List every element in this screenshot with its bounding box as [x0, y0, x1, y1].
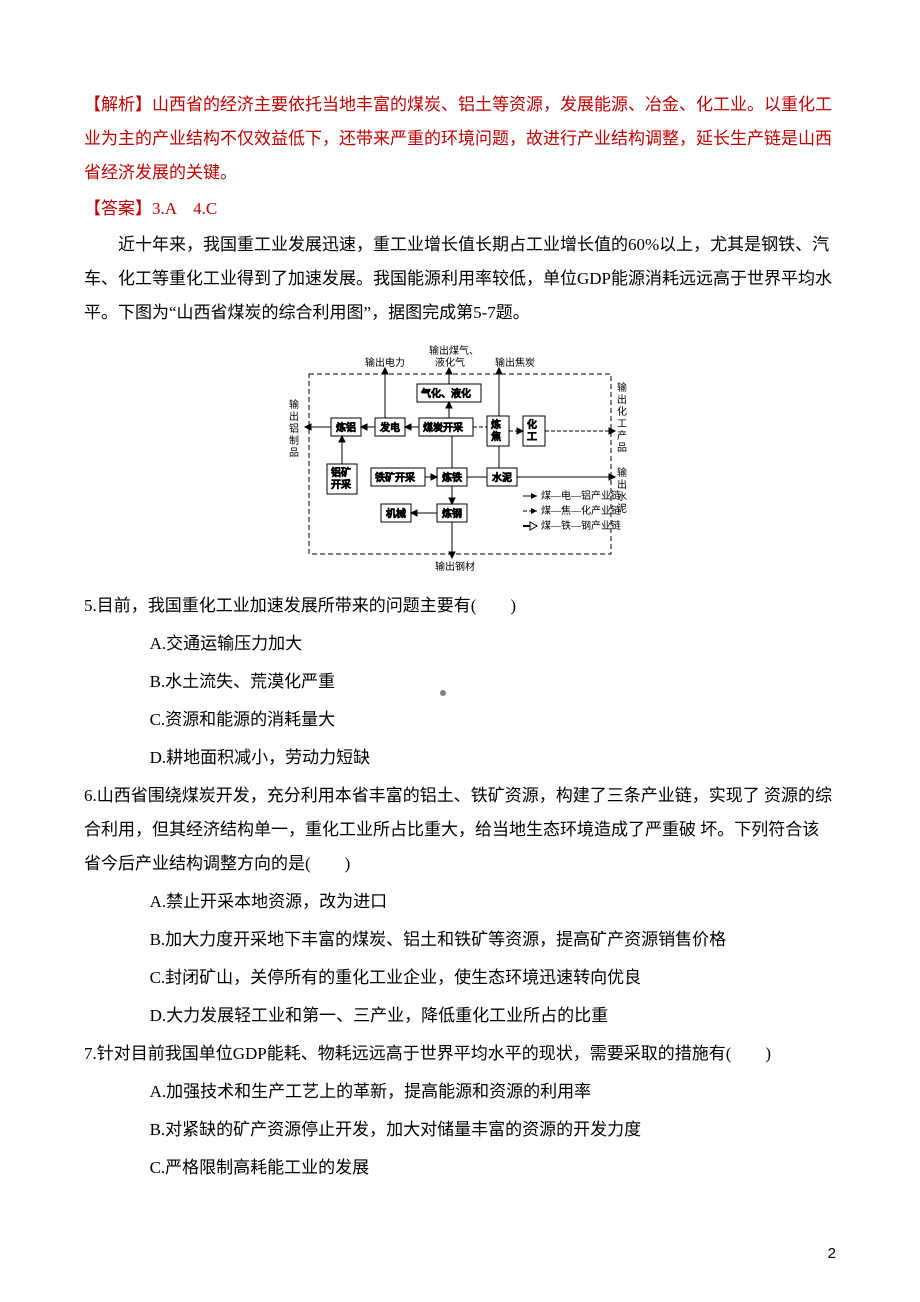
- label-output-gas1: 输出煤气、: [429, 344, 479, 357]
- page-center-dot: [440, 690, 446, 696]
- label-output-steel: 输出钢材: [435, 560, 475, 573]
- figure-coal-utilization: 输出电力 输出煤气、 液化气 输出焦炭 输 出 化 工 产 品 输 出 水 泥 …: [84, 336, 836, 581]
- q7-options: A.加强技术和生产工艺上的革新，提高能源和资源的利用率 B.对紧缺的矿产资源停止…: [84, 1075, 836, 1185]
- q6-stem-line1: 6.山西省围绕煤炭开发，充分利用本省丰富的铝土、铁矿资源，构建了三条产业链，实现…: [84, 786, 760, 805]
- node-shuini: 水泥: [492, 471, 512, 484]
- legend-chain1: 煤—电—铝产业链: [541, 489, 621, 502]
- label-out-al-4: 制: [289, 434, 299, 447]
- q6-opt-c: C.封闭矿山，关停所有的重化工业企业，使生态环境迅速转向优良: [150, 961, 836, 995]
- q5-opt-c: C.资源和能源的消耗量大: [150, 703, 836, 737]
- q6-stem: 6.山西省围绕煤炭开发，充分利用本省丰富的铝土、铁矿资源，构建了三条产业链，实现…: [84, 779, 836, 881]
- node-lianjiao-2: 焦: [491, 430, 501, 443]
- node-lianjiao-1: 炼: [491, 418, 501, 431]
- q5-stem: 5.目前，我国重化工业加速发展所带来的问题主要有( ): [84, 589, 836, 623]
- answer-label: 【答案】: [84, 199, 152, 218]
- label-out-al-5: 品: [289, 447, 299, 459]
- q7-opt-b: B.对紧缺的矿产资源停止开发，加大对储量丰富的资源的开发力度: [150, 1113, 836, 1147]
- label-out-chem-2: 出: [617, 393, 627, 406]
- node-lvkuang-2: 开采: [331, 479, 351, 491]
- node-lianlu: 炼铝: [336, 421, 356, 434]
- node-lvkuang-1: 铝矿: [331, 466, 351, 479]
- node-tiekuang: 铁矿开采: [375, 471, 415, 484]
- q7-opt-a: A.加强技术和生产工艺上的革新，提高能源和资源的利用率: [150, 1075, 836, 1109]
- node-jixie: 机械: [386, 507, 406, 520]
- page-number: 2: [828, 1245, 836, 1262]
- q5-options: A.交通运输压力加大 B.水土流失、荒漠化严重 C.资源和能源的消耗量大 D.耕…: [84, 627, 836, 775]
- label-out-chem-4: 工: [617, 419, 627, 430]
- label-out-chem-5: 产: [617, 429, 627, 442]
- analysis-text: 山西省的经济主要依托当地丰富的煤炭、铝土等资源，发展能源、冶金、化工业。以重化工…: [84, 95, 832, 182]
- node-liantie: 炼铁: [442, 471, 462, 484]
- label-out-al-2: 出: [289, 410, 299, 423]
- analysis-paragraph: 【解析】山西省的经济主要依托当地丰富的煤炭、铝土等资源，发展能源、冶金、化工业。…: [84, 88, 836, 190]
- label-out-chem-1: 输: [617, 381, 627, 394]
- q5-opt-d: D.耕地面积减小，劳动力短缺: [150, 741, 836, 775]
- answer-line: 【答案】3.A 4.C: [84, 192, 836, 226]
- node-qihua: 气化、液化: [421, 387, 471, 400]
- legend-chain2: 煤—焦—化产业链: [541, 504, 621, 517]
- passage-5-7: 近十年来，我国重工业发展迅速，重工业增长值长期占工业增长值的60%以上，尤其是钢…: [84, 228, 836, 330]
- node-liangang: 炼钢: [442, 507, 462, 520]
- label-out-al-1: 输: [289, 398, 299, 411]
- label-output-gas2: 液化气: [435, 356, 465, 369]
- node-huagong-1: 化: [527, 418, 537, 431]
- q6-opt-a: A.禁止开采本地资源，改为进口: [150, 885, 836, 919]
- label-output-coke: 输出焦炭: [495, 356, 535, 369]
- label-out-al-3: 铝: [289, 423, 299, 435]
- q6-opt-d: D.大力发展轻工业和第一、三产业，降低重化工业所占的比重: [150, 999, 836, 1033]
- label-out-chem-6: 品: [617, 442, 627, 454]
- label-out-cement-2: 出: [617, 478, 627, 491]
- q6-opt-b: B.加大力度开采地下丰富的煤炭、铝土和铁矿等资源，提高矿产资源销售价格: [150, 923, 836, 957]
- q7-stem: 7.针对目前我国单位GDP能耗、物耗远远高于世界平均水平的现状，需要采取的措施有…: [84, 1037, 836, 1071]
- node-meitan: 煤炭开采: [423, 421, 463, 434]
- q5-opt-a: A.交通运输压力加大: [150, 627, 836, 661]
- coal-diagram-svg: 输出电力 输出煤气、 液化气 输出焦炭 输 出 化 工 产 品 输 出 水 泥 …: [285, 336, 635, 576]
- label-out-cement-1: 输: [617, 466, 627, 479]
- label-out-chem-3: 化: [617, 405, 627, 418]
- node-fadian: 发电: [380, 421, 400, 434]
- legend-chain3: 煤—铁—钢产业链: [541, 519, 621, 532]
- q7-opt-c: C.严格限制高耗能工业的发展: [150, 1151, 836, 1185]
- q6-options: A.禁止开采本地资源，改为进口 B.加大力度开采地下丰富的煤炭、铝土和铁矿等资源…: [84, 885, 836, 1033]
- document-page: 【解析】山西省的经济主要依托当地丰富的煤炭、铝土等资源，发展能源、冶金、化工业。…: [0, 0, 920, 1302]
- node-huagong-2: 工: [527, 432, 537, 443]
- q5-opt-b: B.水土流失、荒漠化严重: [150, 665, 836, 699]
- answer-text: 3.A 4.C: [152, 199, 217, 218]
- analysis-label: 【解析】: [84, 95, 152, 114]
